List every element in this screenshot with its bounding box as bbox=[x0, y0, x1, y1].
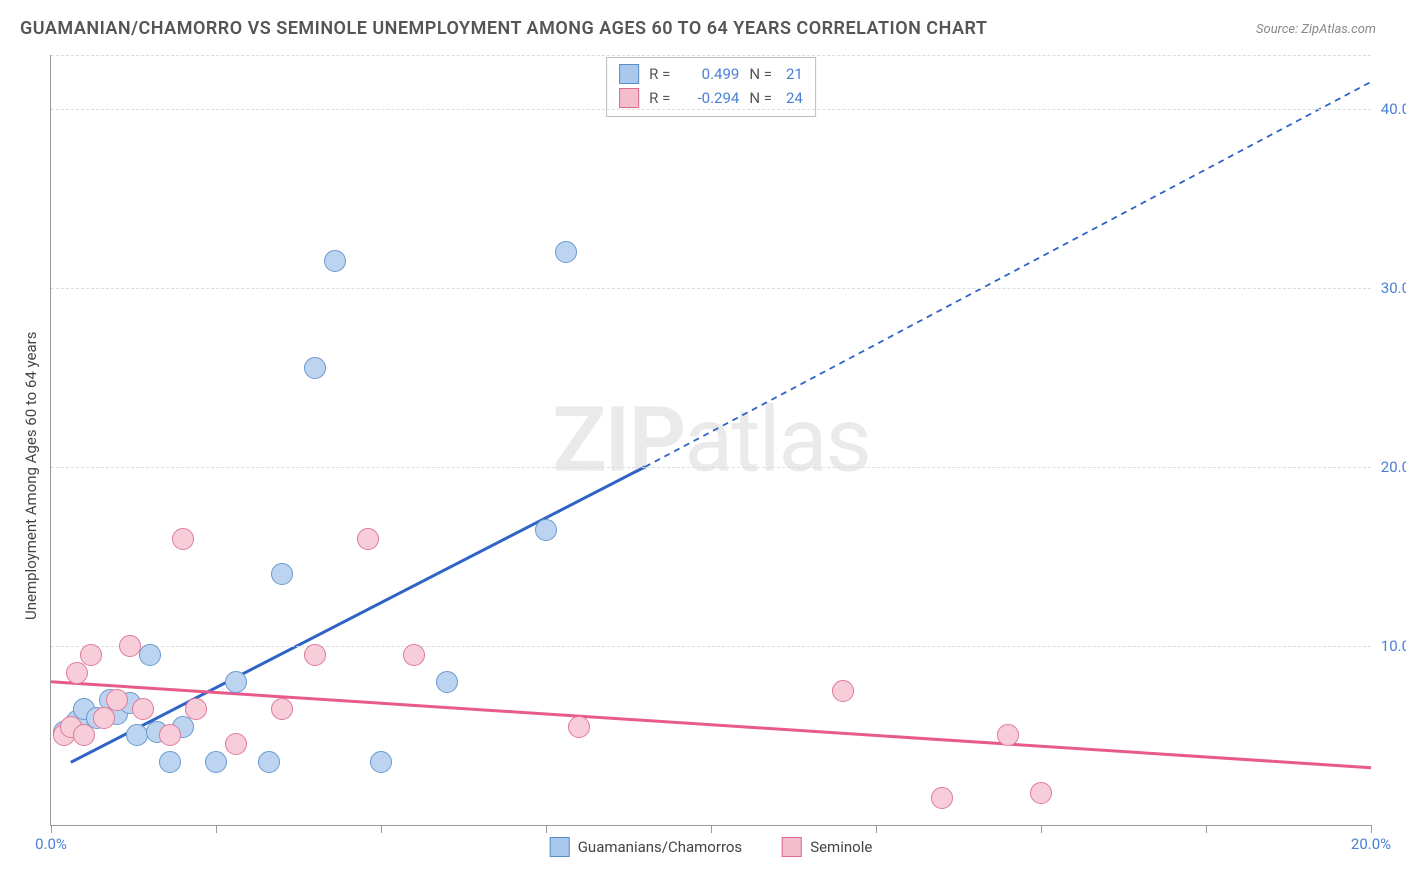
y-axis-label: Unemployment Among Ages 60 to 64 years bbox=[22, 332, 40, 620]
plot-area: ZIPatlas R = 0.499 N = 21 R = -0.294 N =… bbox=[50, 55, 1371, 826]
data-point bbox=[436, 671, 458, 693]
stats-label-R: R = bbox=[649, 86, 670, 110]
data-point bbox=[66, 662, 88, 684]
x-tick bbox=[546, 825, 547, 833]
y-tick-label: 40.0% bbox=[1376, 100, 1406, 118]
x-tick bbox=[1371, 825, 1372, 833]
swatch-guamanians-icon bbox=[619, 64, 639, 84]
swatch-seminole-icon bbox=[619, 88, 639, 108]
stats-n-2: 24 bbox=[786, 86, 803, 110]
data-point bbox=[132, 698, 154, 720]
x-tick bbox=[711, 825, 712, 833]
data-point bbox=[403, 644, 425, 666]
x-tick bbox=[216, 825, 217, 833]
gridline bbox=[51, 646, 1371, 647]
data-point bbox=[205, 751, 227, 773]
stats-r-1: 0.499 bbox=[684, 62, 739, 86]
data-point bbox=[357, 528, 379, 550]
data-point bbox=[555, 241, 577, 263]
data-point bbox=[1030, 782, 1052, 804]
data-point bbox=[73, 724, 95, 746]
stats-r-2: -0.294 bbox=[684, 86, 739, 110]
x-tick bbox=[1206, 825, 1207, 833]
data-point bbox=[304, 357, 326, 379]
data-point bbox=[271, 698, 293, 720]
data-point bbox=[271, 563, 293, 585]
data-point bbox=[80, 644, 102, 666]
x-tick bbox=[381, 825, 382, 833]
data-point bbox=[535, 519, 557, 541]
data-point bbox=[126, 724, 148, 746]
legend-item-seminole: Seminole bbox=[782, 837, 872, 857]
x-tick bbox=[1041, 825, 1042, 833]
data-point bbox=[324, 250, 346, 272]
gridline bbox=[51, 288, 1371, 289]
bottom-legend: Guamanians/Chamorros Seminole bbox=[550, 837, 873, 857]
swatch-seminole-icon bbox=[782, 837, 802, 857]
stats-label-R: R = bbox=[649, 62, 670, 86]
data-point bbox=[370, 751, 392, 773]
legend-label: Guamanians/Chamorros bbox=[578, 838, 742, 856]
x-tick bbox=[51, 825, 52, 833]
y-tick-label: 10.0% bbox=[1376, 637, 1406, 655]
data-point bbox=[931, 787, 953, 809]
stats-row-1: R = 0.499 N = 21 bbox=[619, 62, 803, 86]
data-point bbox=[997, 724, 1019, 746]
data-point bbox=[225, 733, 247, 755]
swatch-guamanians-icon bbox=[550, 837, 570, 857]
stats-label-N: N = bbox=[749, 62, 772, 86]
data-point bbox=[159, 724, 181, 746]
data-point bbox=[568, 716, 590, 738]
data-point bbox=[225, 671, 247, 693]
data-point bbox=[119, 635, 141, 657]
legend-label: Seminole bbox=[810, 838, 872, 856]
data-point bbox=[106, 689, 128, 711]
gridline bbox=[51, 55, 1371, 56]
data-point bbox=[139, 644, 161, 666]
y-tick-label: 30.0% bbox=[1376, 279, 1406, 297]
legend-item-guamanians: Guamanians/Chamorros bbox=[550, 837, 742, 857]
x-tick-label: 20.0% bbox=[1351, 835, 1391, 853]
x-tick bbox=[876, 825, 877, 833]
data-point bbox=[172, 528, 194, 550]
stats-row-2: R = -0.294 N = 24 bbox=[619, 86, 803, 110]
stats-label-N: N = bbox=[749, 86, 772, 110]
stats-n-1: 21 bbox=[786, 62, 803, 86]
data-point bbox=[185, 698, 207, 720]
data-point bbox=[159, 751, 181, 773]
data-point bbox=[304, 644, 326, 666]
source-label: Source: ZipAtlas.com bbox=[1256, 22, 1376, 37]
trend-lines bbox=[51, 55, 1371, 825]
chart-title: GUAMANIAN/CHAMORRO VS SEMINOLE UNEMPLOYM… bbox=[20, 18, 987, 39]
gridline bbox=[51, 109, 1371, 110]
x-tick-label: 0.0% bbox=[35, 835, 67, 853]
gridline bbox=[51, 467, 1371, 468]
y-tick-label: 20.0% bbox=[1376, 458, 1406, 476]
data-point bbox=[93, 707, 115, 729]
data-point bbox=[832, 680, 854, 702]
data-point bbox=[258, 751, 280, 773]
